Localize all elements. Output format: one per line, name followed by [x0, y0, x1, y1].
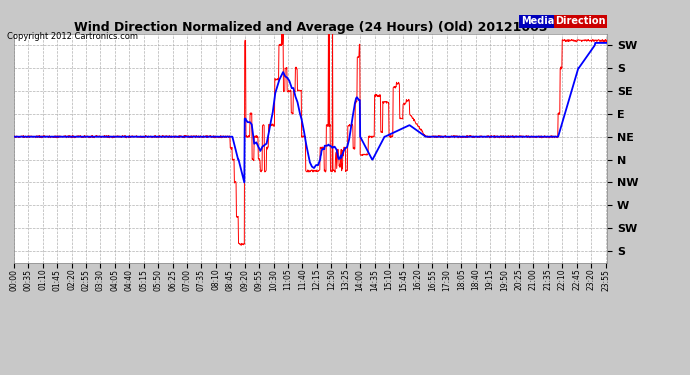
Text: Median: Median	[521, 16, 561, 26]
Text: Direction: Direction	[555, 16, 606, 26]
Text: Copyright 2012 Cartronics.com: Copyright 2012 Cartronics.com	[7, 32, 138, 41]
Title: Wind Direction Normalized and Average (24 Hours) (Old) 20121003: Wind Direction Normalized and Average (2…	[74, 21, 547, 34]
